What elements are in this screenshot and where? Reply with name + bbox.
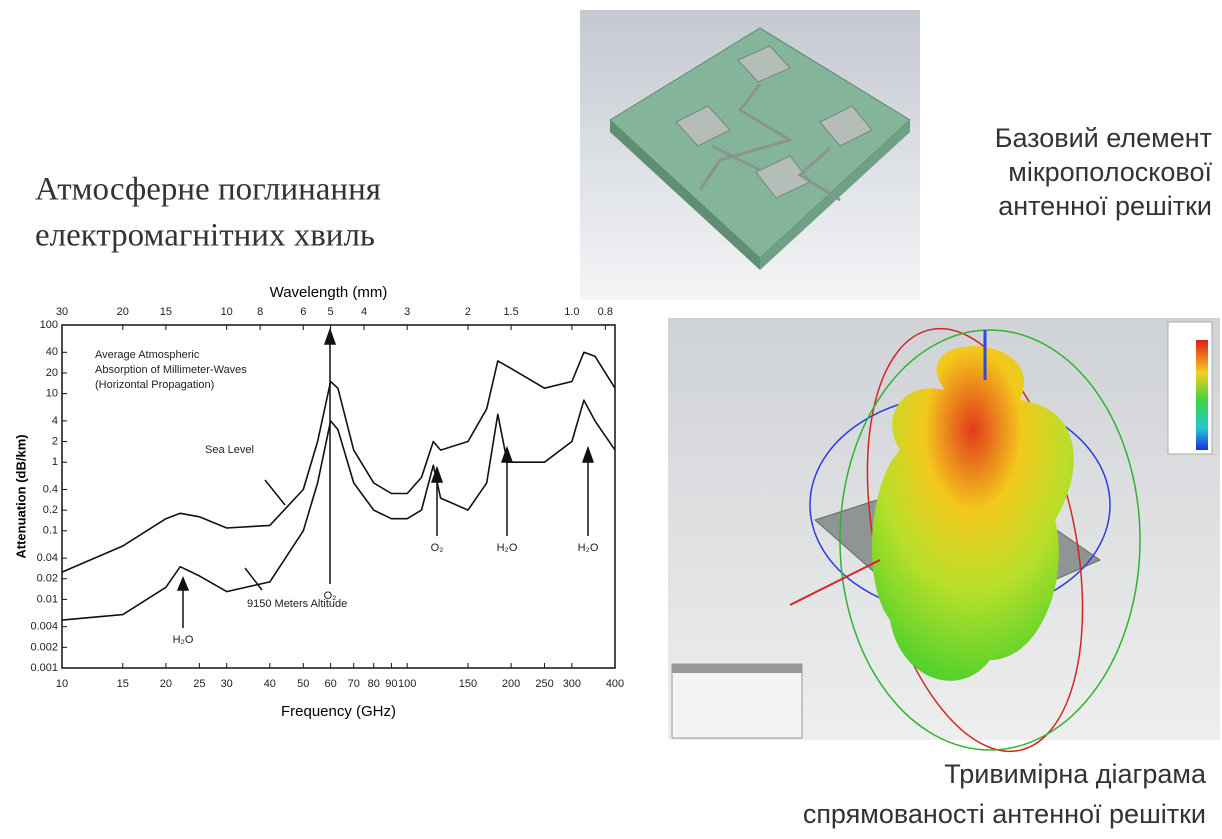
pattern-image: [668, 309, 1220, 771]
x2-tick-label: 3: [404, 306, 410, 318]
y-tick-label: 10: [46, 388, 58, 400]
slide-title: електромагнітних хвиль: [35, 218, 375, 254]
x-tick-label: 25: [193, 678, 205, 690]
antenna-image: [580, 10, 920, 300]
y-tick-label: 1: [52, 456, 58, 468]
y-tick-label: 20: [46, 367, 58, 379]
x-tick-label: 400: [606, 678, 624, 690]
y-axis-label: Attenuation (dB/km): [13, 434, 28, 558]
x2-tick-label: 4: [361, 306, 367, 318]
x-tick-label: 10: [56, 678, 68, 690]
plot-frame: [62, 325, 615, 668]
x2-tick-label: 1.5: [503, 306, 518, 318]
x2-tick-label: 20: [117, 306, 129, 318]
x-tick-label: 15: [117, 678, 129, 690]
y-tick-label: 2: [52, 435, 58, 447]
y-tick-label: 0.02: [37, 573, 58, 585]
x-tick-label: 200: [502, 678, 520, 690]
y-tick-label: 40: [46, 346, 58, 358]
x2-tick-label: 5: [328, 306, 334, 318]
y-tick-label: 0.2: [43, 504, 58, 516]
x2-axis-label: Wavelength (mm): [270, 284, 388, 301]
x-tick-label: 20: [160, 678, 172, 690]
annotation: Absorption of Millimeter-Waves: [95, 364, 247, 376]
annotation: O₂: [324, 590, 337, 602]
x-tick-label: 50: [297, 678, 309, 690]
y-tick-label: 0.004: [30, 621, 58, 633]
slide-title: Атмосферне поглинання: [35, 172, 381, 208]
x2-tick-label: 10: [221, 306, 233, 318]
x-axis-label: Frequency (GHz): [281, 703, 396, 720]
x-tick-label: 30: [221, 678, 233, 690]
x2-tick-label: 2: [465, 306, 471, 318]
annotation: Average Atmospheric: [95, 349, 200, 361]
x-tick-label: 250: [535, 678, 553, 690]
pattern-caption: Тривимірна діаграма: [944, 759, 1207, 789]
x-tick-label: 90: [385, 678, 397, 690]
annotation: H₂O: [497, 542, 518, 554]
annotation: H₂O: [173, 634, 194, 646]
annotation: O₂: [431, 542, 444, 554]
annotation: H₂O: [578, 542, 599, 554]
annotation: (Horizontal Propagation): [95, 379, 214, 391]
y-tick-label: 4: [52, 415, 58, 427]
y-tick-label: 0.002: [30, 641, 58, 653]
slide: Атмосферне поглинання електромагнітних хв…: [0, 0, 1222, 834]
antenna-caption: мікрополоскової: [1008, 157, 1212, 187]
x2-tick-label: 1.0: [564, 306, 579, 318]
y-tick-label: 0.01: [37, 593, 58, 605]
x2-tick-label: 15: [160, 306, 172, 318]
x-tick-label: 100: [398, 678, 416, 690]
y-tick-label: 0.1: [43, 525, 58, 537]
x-tick-label: 60: [324, 678, 336, 690]
annotation: Sea Level: [205, 444, 254, 456]
pattern-caption: спрямованості антенної решітки: [803, 799, 1206, 829]
page: Атмосферне поглинання електромагнітних хв…: [0, 0, 1222, 839]
y-tick-label: 0.04: [37, 552, 58, 564]
y-tick-label: 0.001: [30, 662, 58, 674]
x2-tick-label: 30: [56, 306, 68, 318]
y-tick-label: 0.4: [43, 483, 58, 495]
x-tick-label: 40: [264, 678, 276, 690]
x2-tick-label: 8: [257, 306, 263, 318]
y-tick-label: 100: [40, 319, 58, 331]
antenna-caption: антенної решітки: [998, 191, 1212, 221]
x2-tick-label: 0.8: [598, 306, 613, 318]
x-tick-label: 150: [459, 678, 477, 690]
x-tick-label: 70: [348, 678, 360, 690]
x-tick-label: 300: [563, 678, 581, 690]
x-tick-label: 80: [368, 678, 380, 690]
x2-tick-label: 6: [300, 306, 306, 318]
antenna-caption: Базовий елемент: [995, 123, 1212, 153]
